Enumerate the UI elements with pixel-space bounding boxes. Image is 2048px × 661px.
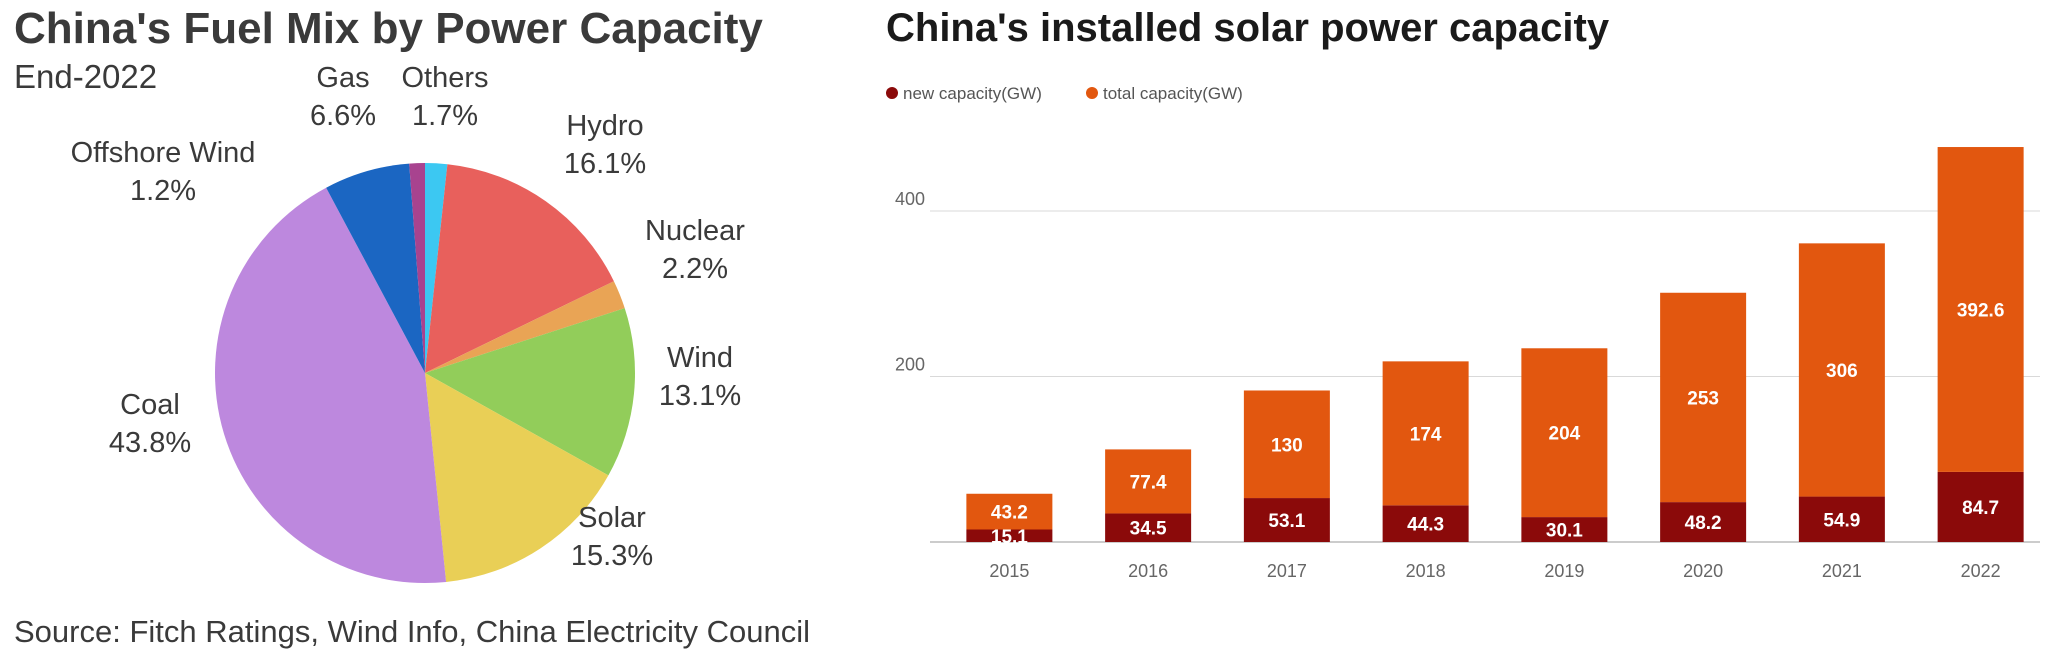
bar-new-capacity	[1937, 471, 2024, 542]
pie-chart-title: China's Fuel Mix by Power Capacity	[14, 4, 763, 53]
x-tick-label: 2017	[1267, 561, 1307, 581]
bar-new-capacity	[966, 529, 1053, 542]
bar-new-capacity	[1521, 517, 1608, 542]
pie-slice-value: 13.1%	[659, 380, 741, 412]
pie-slice-hydro	[425, 164, 614, 373]
bar-total-capacity	[1521, 348, 1608, 518]
legend-label: new capacity(GW)	[903, 84, 1042, 103]
pie-slice-value: 1.2%	[130, 175, 196, 207]
bar-total-capacity	[1937, 147, 2024, 472]
bar-new-value-label: 30.1	[1546, 521, 1583, 542]
pie-slice-label: Offshore Wind	[71, 137, 256, 169]
pie-slice-label: Nuclear	[645, 215, 745, 247]
bar-total-capacity	[966, 493, 1053, 530]
bar-new-capacity	[1105, 513, 1192, 542]
pie-slice-value: 43.8%	[109, 427, 191, 459]
bar-total-value-label: 204	[1549, 424, 1581, 445]
bar-total-value-label: 174	[1410, 424, 1442, 445]
pie-slice-label: Coal	[120, 389, 180, 421]
bar-total-capacity	[1105, 449, 1192, 514]
pie-slice-gas	[326, 163, 425, 373]
bar-total-value-label: 392.6	[1957, 300, 2005, 321]
bar-total-capacity	[1382, 361, 1469, 506]
pie-slice-offshore-wind	[409, 163, 425, 373]
x-tick-label: 2021	[1822, 561, 1862, 581]
legend-label: total capacity(GW)	[1103, 84, 1243, 103]
bar-chart: 200 400 15.1 43.2 2015 34.5 77.4 2016 53.1 130 201…	[886, 84, 2040, 581]
bar-total-value-label: 43.2	[991, 503, 1028, 524]
legend-marker	[886, 87, 898, 99]
bar-total-capacity	[1243, 390, 1330, 499]
bar-new-value-label: 84.7	[1962, 498, 1999, 519]
pie-slice-others	[425, 163, 448, 373]
x-tick-label: 2018	[1406, 561, 1446, 581]
bar-total-value-label: 130	[1271, 435, 1303, 456]
legend-marker	[1086, 87, 1098, 99]
pie-slice-coal	[214, 187, 447, 584]
x-tick-label: 2019	[1544, 561, 1584, 581]
bar-chart-title: China's installed solar power capacity	[886, 6, 1610, 50]
pie-slice-label: Gas	[316, 62, 369, 94]
pie-slice-value: 6.6%	[310, 100, 376, 132]
bar-new-capacity	[1243, 498, 1330, 542]
bar-new-capacity	[1660, 502, 1747, 542]
pie-slice-value: 1.7%	[412, 100, 478, 132]
pie-chart: Others 1.7% Hydro 16.1% Nuclear 2.2% Wind 13.1%…	[71, 62, 745, 584]
pie-slice-wind	[425, 308, 635, 476]
bar-new-capacity	[1382, 505, 1469, 542]
x-tick-label: 2015	[989, 561, 1029, 581]
bar-new-value-label: 54.9	[1823, 510, 1860, 531]
pie-slice-nuclear	[425, 281, 625, 373]
x-tick-label: 2016	[1128, 561, 1168, 581]
x-tick-label: 2022	[1961, 561, 2001, 581]
bar-new-value-label: 44.3	[1407, 515, 1444, 536]
bar-new-value-label: 53.1	[1268, 511, 1305, 532]
bar-new-value-label: 48.2	[1685, 513, 1722, 534]
pie-chart-source: Source: Fitch Ratings, Wind Info, China …	[14, 614, 810, 649]
pie-slice-label: Others	[401, 62, 488, 94]
pie-slice-solar	[425, 373, 609, 582]
y-tick-label: 400	[895, 189, 925, 209]
pie-slice-value: 16.1%	[564, 148, 646, 180]
bar-total-capacity	[1660, 292, 1747, 503]
bar-total-value-label: 77.4	[1130, 472, 1167, 493]
bar-total-value-label: 306	[1826, 361, 1858, 382]
pie-slice-label: Wind	[667, 342, 733, 374]
y-tick-label: 200	[895, 355, 925, 375]
bar-total-capacity	[1798, 243, 1885, 497]
x-tick-label: 2020	[1683, 561, 1723, 581]
bar-total-value-label: 253	[1687, 388, 1719, 409]
pie-slice-value: 2.2%	[662, 253, 728, 285]
bar-new-value-label: 15.1	[991, 527, 1028, 548]
bar-new-capacity	[1798, 496, 1885, 542]
bar-new-value-label: 34.5	[1130, 519, 1167, 540]
pie-slice-label: Hydro	[566, 110, 643, 142]
pie-slice-label: Solar	[578, 502, 646, 534]
pie-slice-value: 15.3%	[571, 540, 653, 572]
pie-chart-subtitle: End-2022	[14, 58, 158, 95]
